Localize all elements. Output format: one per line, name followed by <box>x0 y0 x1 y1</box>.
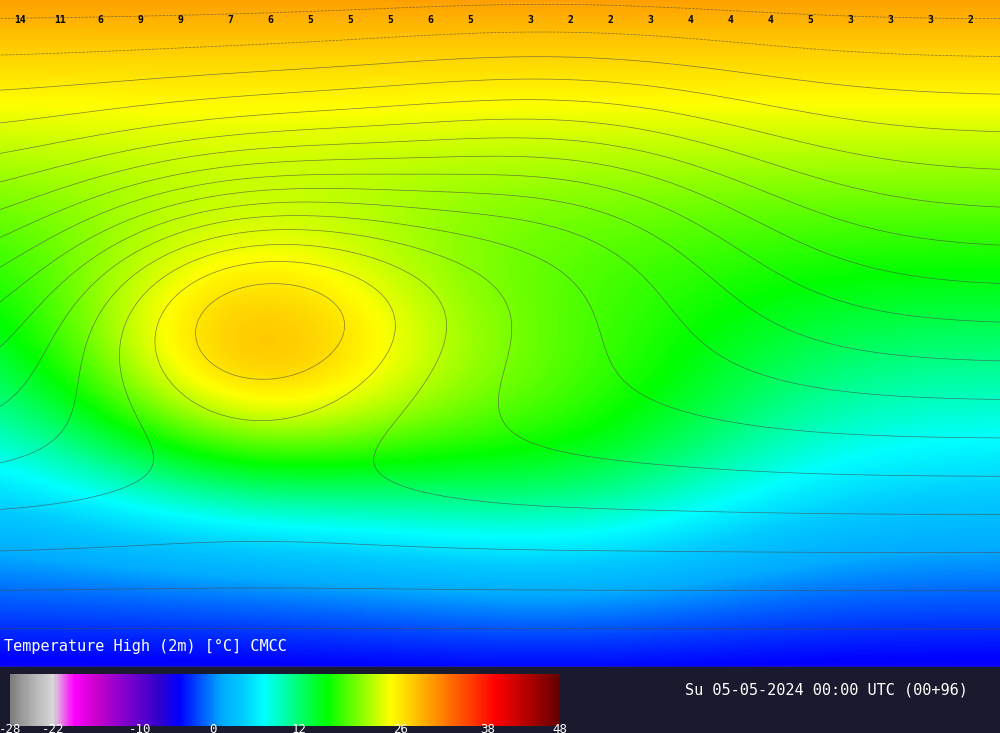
Text: -28: -28 <box>0 723 21 733</box>
Text: 5: 5 <box>807 15 813 25</box>
Text: 4: 4 <box>687 15 693 25</box>
Text: 14: 14 <box>14 15 26 25</box>
Text: 12: 12 <box>292 723 307 733</box>
Text: 6: 6 <box>97 15 103 25</box>
Text: 38: 38 <box>480 723 495 733</box>
Text: 2: 2 <box>567 15 573 25</box>
Text: 4: 4 <box>727 15 733 25</box>
Text: 7: 7 <box>227 15 233 25</box>
Text: 26: 26 <box>393 723 408 733</box>
Text: 9: 9 <box>137 15 143 25</box>
Text: 5: 5 <box>387 15 393 25</box>
Text: 3: 3 <box>927 15 933 25</box>
Text: 5: 5 <box>307 15 313 25</box>
Text: 48: 48 <box>552 723 568 733</box>
Text: 6: 6 <box>427 15 433 25</box>
Text: 5: 5 <box>347 15 353 25</box>
Text: Su 05-05-2024 00:00 UTC (00+96): Su 05-05-2024 00:00 UTC (00+96) <box>685 682 968 697</box>
Text: 3: 3 <box>527 15 533 25</box>
Text: 2: 2 <box>607 15 613 25</box>
Text: -22: -22 <box>42 723 65 733</box>
Text: -10: -10 <box>129 723 152 733</box>
Text: 3: 3 <box>647 15 653 25</box>
Text: 9: 9 <box>177 15 183 25</box>
Text: 3: 3 <box>847 15 853 25</box>
Text: 11: 11 <box>54 15 66 25</box>
Text: 2: 2 <box>967 15 973 25</box>
Text: 4: 4 <box>767 15 773 25</box>
Text: 6: 6 <box>267 15 273 25</box>
Text: 3: 3 <box>887 15 893 25</box>
Text: Temperature High (2m) [°C] CMCC: Temperature High (2m) [°C] CMCC <box>5 639 287 654</box>
Text: 5: 5 <box>467 15 473 25</box>
Text: 0: 0 <box>209 723 216 733</box>
